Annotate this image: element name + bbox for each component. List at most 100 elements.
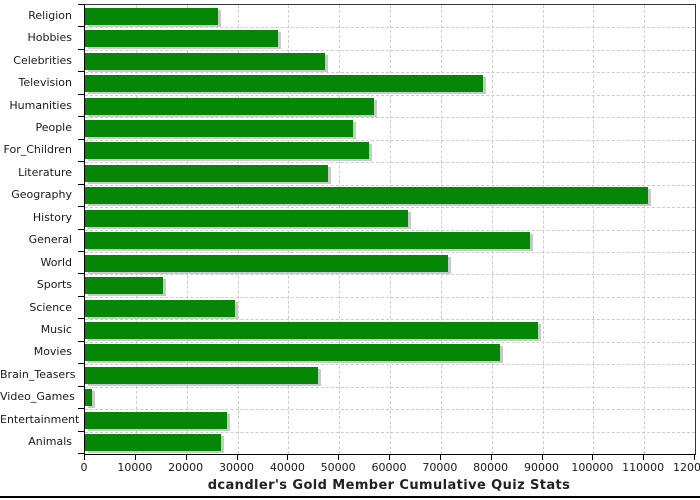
- category-label: Literature: [18, 165, 72, 179]
- category-label: For_Children: [3, 143, 72, 157]
- chart-title: dcandler's Gold Member Cumulative Quiz S…: [207, 478, 571, 493]
- x-axis-tick: [643, 454, 645, 460]
- category-label: Brain_Teasers: [0, 367, 76, 381]
- y-axis-tick: [78, 161, 84, 163]
- bar-geography: [85, 187, 649, 205]
- category-label: Geography: [11, 188, 72, 202]
- bar-hobbies: [85, 30, 279, 48]
- y-axis-tick: [78, 318, 84, 320]
- x-axis-tick-label: 100000: [571, 461, 614, 474]
- horizontal-gridline: [85, 341, 695, 343]
- plot-area: [84, 4, 696, 455]
- x-axis-tick: [185, 454, 187, 460]
- bar-science: [85, 299, 235, 317]
- y-axis-tick: [78, 408, 84, 410]
- x-axis-tick-label: 70000: [422, 461, 458, 474]
- category-label: World: [40, 255, 72, 269]
- x-axis-tick-label: 40000: [269, 461, 305, 474]
- chart-bottom-border: [0, 496, 700, 498]
- bar-general: [85, 232, 530, 250]
- category-label: Movies: [33, 345, 72, 359]
- category-label: Video_Games: [0, 390, 75, 404]
- category-label: Humanities: [9, 98, 72, 112]
- horizontal-gridline: [85, 364, 695, 366]
- x-axis-tick: [592, 454, 594, 460]
- y-axis-tick: [78, 206, 84, 208]
- category-label: History: [32, 210, 72, 224]
- y-axis-tick: [78, 340, 84, 342]
- category-label: People: [35, 120, 72, 134]
- y-axis-tick: [78, 71, 84, 73]
- x-axis-tick: [287, 454, 289, 460]
- bar-television: [85, 75, 484, 93]
- y-axis-tick: [78, 93, 84, 95]
- bar-entertainment: [85, 411, 227, 429]
- horizontal-gridline: [85, 162, 695, 164]
- x-axis-tick: [490, 454, 492, 460]
- x-axis-tick: [439, 454, 441, 460]
- category-label: Science: [29, 300, 72, 314]
- horizontal-gridline: [85, 27, 695, 29]
- y-axis-tick: [78, 250, 84, 252]
- x-axis-tick-label: 60000: [371, 461, 407, 474]
- category-label: Music: [40, 323, 72, 337]
- category-label: Hobbies: [27, 31, 72, 45]
- x-axis-tick-label: 120000: [673, 461, 700, 474]
- y-axis-tick: [78, 228, 84, 230]
- x-axis-tick-label: 20000: [168, 461, 204, 474]
- y-axis-tick: [78, 430, 84, 432]
- x-axis-tick-label: 30000: [219, 461, 254, 474]
- horizontal-gridline: [85, 274, 695, 276]
- x-axis-tick-label: 80000: [473, 461, 509, 474]
- horizontal-gridline: [85, 184, 695, 186]
- category-label: Animals: [28, 435, 72, 449]
- y-axis-tick: [78, 453, 84, 454]
- y-axis-tick: [78, 295, 84, 297]
- category-label: Entertainment: [0, 412, 80, 426]
- horizontal-gridline: [85, 409, 695, 411]
- x-axis-tick: [84, 454, 85, 460]
- x-axis-tick-label: 0: [80, 461, 88, 474]
- category-label: Religion: [28, 8, 72, 22]
- bar-music: [85, 322, 538, 340]
- horizontal-gridline: [85, 72, 695, 74]
- horizontal-gridline: [85, 386, 695, 388]
- x-axis-tick-label: 10000: [117, 461, 153, 474]
- bar-animals: [85, 434, 222, 452]
- bar-world: [85, 254, 449, 272]
- category-label: Sports: [36, 278, 72, 292]
- bar-literature: [85, 164, 328, 182]
- y-axis-tick: [78, 363, 84, 365]
- y-axis-tick: [78, 385, 84, 387]
- bar-sports: [85, 277, 163, 295]
- bar-people: [85, 119, 353, 137]
- y-axis-tick: [78, 183, 84, 185]
- horizontal-gridline: [85, 94, 695, 96]
- bar-brain_teasers: [85, 366, 318, 384]
- bar-celebrities: [85, 52, 325, 70]
- horizontal-gridline: [85, 207, 695, 209]
- y-axis-tick: [78, 273, 84, 275]
- x-axis-tick-label: 110000: [622, 461, 665, 474]
- bar-movies: [85, 344, 500, 362]
- category-label: Television: [18, 76, 73, 90]
- horizontal-gridline: [85, 49, 695, 51]
- bar-for_children: [85, 142, 370, 160]
- x-axis-tick: [541, 454, 543, 460]
- y-axis-tick: [78, 26, 84, 28]
- category-label: Celebrities: [13, 53, 72, 67]
- y-axis-tick: [78, 138, 84, 140]
- y-axis-tick: [78, 48, 84, 50]
- bar-religion: [85, 7, 219, 25]
- y-axis-tick: [78, 4, 84, 5]
- x-axis-tick: [694, 454, 695, 460]
- horizontal-gridline: [85, 251, 695, 253]
- horizontal-gridline: [85, 117, 695, 119]
- x-axis-tick-label: 90000: [524, 461, 559, 474]
- x-axis-tick: [134, 454, 136, 460]
- bar-video_games: [85, 389, 93, 407]
- horizontal-gridline: [85, 139, 695, 141]
- horizontal-gridline: [85, 229, 695, 231]
- category-label: General: [28, 233, 72, 247]
